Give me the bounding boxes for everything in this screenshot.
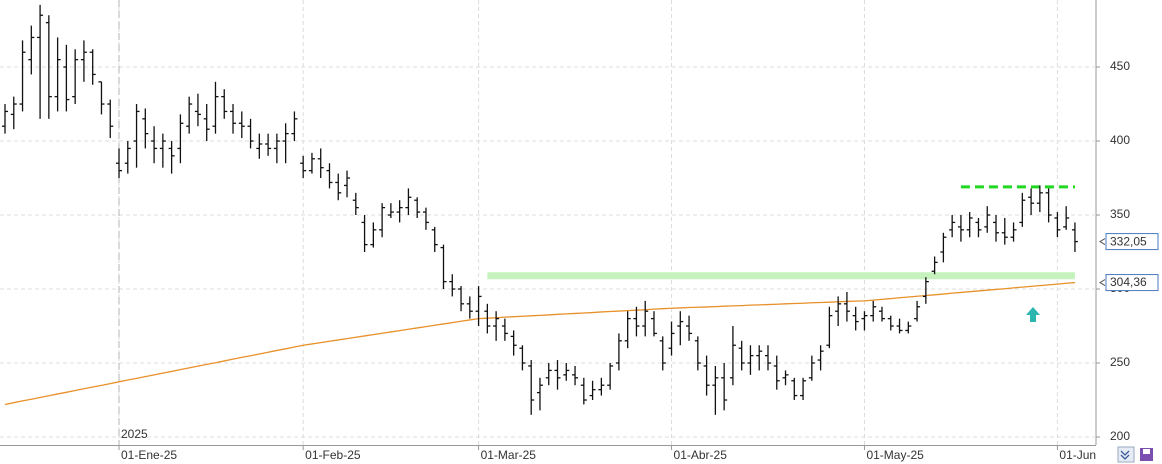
x-tick-label: 01-Jun — [1059, 448, 1096, 462]
scroll-icon — [1120, 450, 1130, 460]
last-price-label-box — [1105, 233, 1159, 251]
x-tick-label: 01-May-25 — [866, 448, 924, 462]
ma-price-label: 304,36 — [1110, 275, 1147, 289]
x-tick-label: 01-Feb-25 — [305, 448, 361, 462]
y-tick-label: 400 — [1110, 133, 1130, 147]
arrow-annotation — [1026, 307, 1040, 322]
y-tick-label: 450 — [1110, 59, 1130, 73]
last-price-label: 332,05 — [1110, 234, 1147, 248]
y-tick-label: 200 — [1110, 429, 1130, 443]
year-label: 2025 — [121, 427, 148, 441]
x-tick-label: 01-Abr-25 — [674, 448, 728, 462]
ma-price-label-pointer — [1099, 279, 1106, 286]
bars-layer — [2, 4, 1078, 415]
x-tick-label: 01-Mar-25 — [481, 448, 537, 462]
y-tick-label: 350 — [1110, 207, 1130, 221]
labels-layer: 20025030035040045001-Ene-2501-Feb-2501-M… — [121, 59, 1159, 462]
ma-price-label-box — [1105, 274, 1159, 292]
levels-layer — [487, 185, 1075, 280]
save-icon — [1143, 449, 1150, 454]
x-tick-label: 01-Ene-25 — [121, 448, 177, 462]
ma-layer — [4, 281, 1075, 406]
last-price-label-pointer — [1099, 238, 1106, 246]
y-tick-label: 250 — [1110, 355, 1130, 369]
moving-average-line — [4, 281, 1075, 406]
grid-layer — [0, 0, 1100, 450]
